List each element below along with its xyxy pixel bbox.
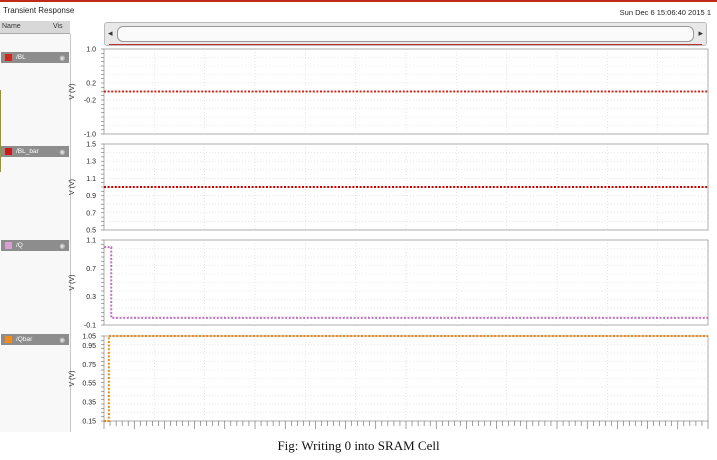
signal-name: /Qbar	[16, 336, 33, 343]
window-title: Transient Response	[3, 6, 75, 15]
eye-icon[interactable]: ◉	[59, 243, 65, 250]
y-tick-label: 1.3	[86, 159, 96, 166]
scroll-range-indicator	[109, 44, 702, 45]
y-axis-label: V (V)	[69, 179, 76, 195]
waveform-qbar	[104, 335, 708, 422]
signal-row-bl[interactable]: /BL ◉	[1, 52, 69, 63]
y-tick-label: 0.7	[86, 210, 96, 217]
figure-caption: Fig: Writing 0 into SRAM Cell	[277, 438, 440, 453]
y-tick-label: 0.35	[82, 400, 96, 407]
selection-indicator	[0, 90, 1, 172]
signal-row-qbar[interactable]: /Qbar ◉	[1, 334, 69, 345]
waveform-q	[104, 246, 708, 319]
datetime-text: Sun Dec 6 15:06:40 2015	[619, 8, 705, 17]
signal-name: /BL_bar	[16, 148, 39, 155]
signal-name: /BL	[16, 54, 26, 61]
y-tick-label: 0.55	[82, 381, 96, 388]
signal-color-swatch	[5, 148, 12, 155]
scrollbar-thumb[interactable]	[117, 26, 694, 42]
scroll-left-icon[interactable]: ◂	[108, 28, 113, 38]
eye-icon[interactable]: ◉	[59, 149, 65, 156]
signal-row-bl-bar[interactable]: /BL_bar ◉	[1, 146, 69, 157]
window-top-border	[0, 0, 717, 2]
y-tick-label: 0.9	[86, 193, 96, 200]
y-tick-label: -0.2	[84, 98, 96, 105]
y-tick-label: 0.15	[82, 419, 96, 426]
vis-column-header[interactable]: Vis	[53, 23, 63, 30]
y-tick-label: 0.2	[86, 81, 96, 88]
y-tick-label: 1.1	[86, 176, 96, 183]
waveform-plots: 1.0 0.2 -0.2 -1.0 V (V) 1.5 1.3 1.1 0.9 0.7 0.5 V (…	[69, 47, 709, 429]
y-tick-label: 1.05	[82, 334, 96, 341]
name-column-header[interactable]: Name	[2, 23, 21, 30]
waveform-window: Transient Response Sun Dec 6 15:06:40 20…	[0, 0, 717, 432]
y-tick-label: 0.95	[82, 343, 96, 350]
y-tick-label: -0.1	[84, 323, 96, 330]
eye-icon[interactable]: ◉	[59, 55, 65, 62]
y-tick-label: 1.5	[86, 142, 96, 149]
y-tick-label: 0.7	[86, 266, 96, 273]
signal-list-pane: /BL ◉ /BL_bar ◉ /Q ◉ /Qbar ◉	[0, 34, 71, 432]
signal-color-swatch	[5, 336, 12, 343]
eye-icon[interactable]: ◉	[59, 337, 65, 344]
y-axis-label: V (V)	[69, 371, 76, 387]
window-datetime: Sun Dec 6 15:06:40 2015 1	[620, 8, 711, 17]
page-number: 1	[706, 8, 711, 17]
y-tick-label: 0.5	[86, 228, 96, 235]
time-scrollbar[interactable]: ◂ ▸	[104, 22, 707, 46]
signal-color-swatch	[5, 54, 12, 61]
y-tick-label: -1.0	[84, 132, 96, 139]
y-tick-label: 0.3	[86, 294, 96, 301]
signal-name: /Q	[16, 242, 23, 249]
y-tick-label: 1.0	[86, 47, 96, 54]
signal-list-header: Name Vis	[0, 21, 70, 34]
y-tick-label: 0.75	[82, 362, 96, 369]
signal-color-swatch	[5, 242, 12, 249]
scroll-right-icon[interactable]: ▸	[698, 28, 703, 38]
y-axis-label: V (V)	[69, 84, 76, 100]
y-tick-label: 1.1	[86, 238, 96, 245]
signal-row-q[interactable]: /Q ◉	[1, 240, 69, 251]
y-axis-label: V (V)	[69, 275, 76, 291]
